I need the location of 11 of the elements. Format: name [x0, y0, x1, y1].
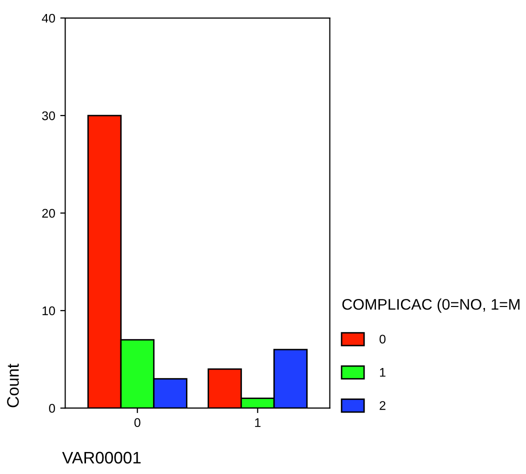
y-axis-title: Count [7, 364, 19, 408]
y-tick-label: 40 [42, 14, 56, 23]
legend-label: 0 [380, 334, 386, 344]
legend-label: 2 [380, 401, 386, 410]
legend-title: COMPLICAC (0=NO, 1=M [342, 298, 520, 313]
x-axis-title: VAR00001 [62, 452, 141, 464]
legend-label: 1 [380, 368, 386, 377]
y-tick-label: 30 [42, 111, 56, 120]
y-tick-label: 20 [42, 208, 56, 218]
y-tick-label: 0 [49, 404, 56, 413]
y-tick-label: 10 [42, 306, 56, 316]
